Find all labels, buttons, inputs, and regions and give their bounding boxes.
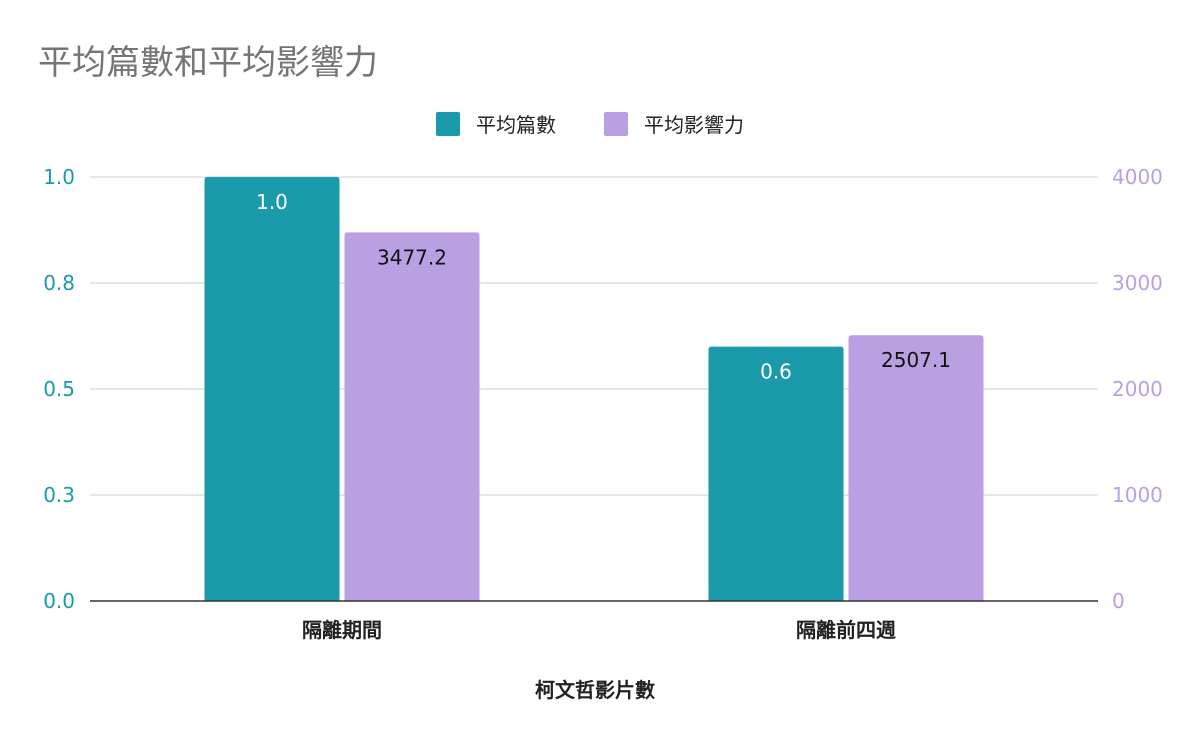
y-right-tick-label: 3000 xyxy=(1112,271,1163,295)
legend: 平均篇數 平均影響力 xyxy=(436,112,744,137)
y-right-tick-label: 4000 xyxy=(1112,165,1163,189)
data-labels: 1.0 3477.2 0.6 2507.1 xyxy=(256,190,951,384)
axis-ticks: 0.0 0.3 0.5 0.8 1.0 0 1000 2000 3000 4000 xyxy=(43,165,1163,613)
y-right-tick-label: 2000 xyxy=(1112,377,1163,401)
legend-label-avg-posts: 平均篇數 xyxy=(476,113,556,137)
legend-label-avg-influence: 平均影響力 xyxy=(644,113,744,137)
category-labels: 隔離期間 隔離前四週 xyxy=(302,618,896,642)
bar xyxy=(344,232,480,601)
legend-swatch-avg-posts xyxy=(436,112,460,136)
data-label: 1.0 xyxy=(256,190,288,214)
category-label: 隔離期間 xyxy=(302,618,382,642)
data-label: 0.6 xyxy=(760,360,792,384)
y-left-tick-label: 1.0 xyxy=(43,165,75,189)
chart-title: 平均篇數和平均影響力 xyxy=(38,43,378,83)
bars xyxy=(90,177,1098,602)
data-label: 2507.1 xyxy=(881,348,951,372)
legend-swatch-avg-influence xyxy=(604,112,628,136)
bar xyxy=(848,335,984,601)
bar xyxy=(204,177,340,601)
y-right-tick-label: 0 xyxy=(1112,589,1125,613)
y-right-tick-label: 1000 xyxy=(1112,483,1163,507)
y-left-tick-label: 0.5 xyxy=(43,377,75,401)
data-label: 3477.2 xyxy=(377,245,447,269)
category-label: 隔離前四週 xyxy=(796,618,896,642)
bar xyxy=(708,346,844,601)
y-left-tick-label: 0.8 xyxy=(43,271,75,295)
x-axis-title: 柯文哲影片數 xyxy=(535,678,655,702)
y-left-tick-label: 0.3 xyxy=(43,483,75,507)
y-left-tick-label: 0.0 xyxy=(43,589,75,613)
